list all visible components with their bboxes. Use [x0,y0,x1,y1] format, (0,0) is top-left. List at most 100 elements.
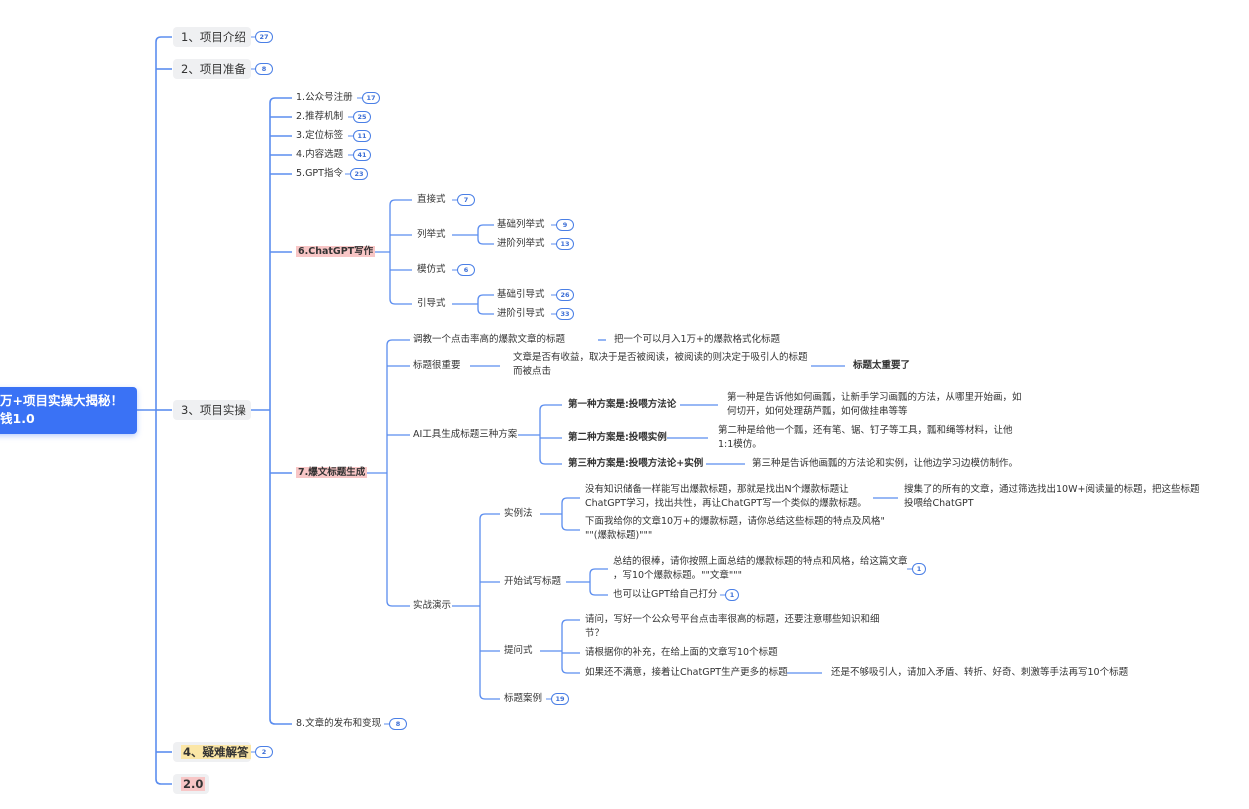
node-trial[interactable]: 开始试写标题 [504,576,562,587]
node-gpt-prompt[interactable]: 5.GPT指令 [296,168,343,179]
node-list[interactable]: 列举式 [417,229,446,240]
root-title-line1: 万+项目实操大揭秘！ [0,393,123,408]
count-badge[interactable]: 8 [255,63,273,75]
root-title-line2: 钱1.0 [0,411,35,426]
text-line: 节？ [585,628,605,639]
node-publish[interactable]: 8.文章的发布和变现 [296,718,382,729]
node-chatgpt-writing[interactable]: 6.ChatGPT写作 [296,245,376,259]
text-line: ""(爆款标题)""" [585,530,653,541]
count-badge[interactable]: 27 [255,31,273,43]
text-line: 请问，写好一个公众号平台点击率很高的标题，还要注意哪些知识和细 [585,614,880,625]
node-train-title-child[interactable]: 把一个可以月入1万+的爆款格式化标题 [614,334,781,345]
node-basic-list[interactable]: 基础列举式 [497,219,545,230]
count-badge[interactable]: 2 [255,746,273,758]
node-trial-a[interactable]: 总结的很棒，请你按照上面总结的爆款标题的特点和风格，给这篇文章 ，写10个爆款标题… [613,555,908,583]
text-line: 1:1模仿。 [718,439,762,450]
count-badge[interactable]: 25 [353,111,371,123]
connector [539,404,562,435]
node-ask-c[interactable]: 如果还不满意，接着让ChatGPT生产更多的标题 [585,667,788,678]
node-topics[interactable]: 4.内容选题 [296,149,344,160]
connector [155,36,172,410]
node-label: 2.0 [181,777,206,791]
text-line: 搜集了的所有的文章，通过筛选找出10W+阅读量的标题，把这些标题 [904,484,1200,495]
connector [386,339,410,473]
node-trial-b[interactable]: 也可以让GPT给自己打分 [613,589,718,600]
node-title-cases[interactable]: 标题案例 [504,693,543,704]
node-title-important[interactable]: 标题很重要 [413,360,461,371]
node-ask[interactable]: 提问式 [504,645,533,656]
node-label: 3、项目实操 [181,403,246,417]
node-imitate[interactable]: 模仿式 [417,264,446,275]
count-badge[interactable]: 6 [457,264,475,276]
node-plan-3-detail[interactable]: 第三种是告诉他画瓢的方法论和实例，让他边学习边模仿制作。 [752,458,1019,469]
node-positioning[interactable]: 3.定位标签 [296,130,344,141]
node-direct[interactable]: 直接式 [417,194,446,205]
count-badge[interactable]: 26 [556,289,574,301]
node-advanced-list[interactable]: 进阶列举式 [497,238,545,249]
text-line: 下面我给你的文章10万+的爆款标题，请你总结这些标题的特点及风格" [585,516,885,527]
connector [561,651,580,674]
node-recommend[interactable]: 2.推荐机制 [296,111,344,122]
count-badge[interactable]: 8 [389,718,407,730]
node-title-important-child[interactable]: 文章是否有收益，取决于是否被阅读，被阅读的则决定于吸引人的标题 而被点击 [513,351,808,379]
node-project-intro[interactable]: 1、项目介绍 [173,27,251,47]
node-advanced-guide[interactable]: 进阶引导式 [497,308,545,319]
count-badge[interactable]: 13 [556,238,574,250]
node-ask-a[interactable]: 请问，写好一个公众号平台点击率很高的标题，还要注意哪些知识和细 节？ [585,613,880,641]
count-badge[interactable]: 1 [725,589,739,601]
count-badge[interactable]: 9 [556,219,574,231]
node-example-b[interactable]: 下面我给你的文章10万+的爆款标题，请你总结这些标题的特点及风格" ""(爆款标题… [585,515,885,543]
text-line: ChatGPT学习，找出共性，再让ChatGPT写一个类似的爆款标题。 [585,498,867,509]
node-2-0[interactable]: 2.0 [173,774,209,794]
text-line: ，写10个爆款标题。""文章""" [613,570,742,581]
node-plan-1[interactable]: 第一种方案是:投喂方法论 [568,399,677,410]
connector [477,235,494,245]
connector [477,294,494,304]
connector [539,435,562,465]
connector [269,410,292,725]
node-label: 7.爆文标题生成 [296,467,368,478]
text-line: 第一种是告诉他如何画瓢，让新手学习画瓢的方法，从哪里开始画，如 [727,392,1022,403]
node-example-a[interactable]: 没有知识储备一样能写出爆款标题，那就是找出N个爆款标题让 ChatGPT学习，找出… [585,483,867,511]
node-example-a-child[interactable]: 搜集了的所有的文章，通过筛选找出10W+阅读量的标题，把这些标题 投喂给ChatG… [904,483,1199,511]
node-plan-2-detail[interactable]: 第二种是给他一个瓢，还有笔、锯、钉子等工具，瓢和绳等材料，让他 1:1模仿。 [718,424,1013,452]
count-badge[interactable]: 41 [353,149,371,161]
node-train-title[interactable]: 调教一个点击率高的爆款文章的标题 [413,334,566,345]
count-badge[interactable]: 23 [350,168,368,180]
count-badge[interactable]: 11 [353,130,371,142]
count-badge[interactable]: 1 [912,563,926,575]
node-ask-c-child[interactable]: 还是不够吸引人，请加入矛盾、转折、好奇、刺激等手法再写10个标题 [831,667,1129,678]
node-basic-guide[interactable]: 基础引导式 [497,289,545,300]
count-badge[interactable]: 19 [551,693,569,705]
count-badge[interactable]: 17 [362,92,380,104]
connector [386,473,410,607]
count-badge[interactable]: 33 [556,308,574,320]
text-line: 第二种是给他一个瓢，还有笔、锯、钉子等工具，瓢和绳等材料，让他 [718,425,1013,436]
node-ai-three-plans[interactable]: AI工具生成标题三种方案 [413,429,518,440]
node-project-prep[interactable]: 2、项目准备 [173,59,251,79]
node-project-practice[interactable]: 3、项目实操 [173,400,251,420]
connector [561,497,580,514]
text-line: 何切开，如何处理葫芦瓢，如何做挂串等等 [727,406,908,417]
node-qa[interactable]: 4、疑难解答 [173,742,251,762]
node-example-method[interactable]: 实例法 [504,508,533,519]
node-demo[interactable]: 实战演示 [413,600,452,611]
node-title-very-important[interactable]: 标题太重要了 [853,360,911,371]
connector [589,568,608,582]
text-line: 没有知识储备一样能写出爆款标题，那就是找出N个爆款标题让 [585,484,849,495]
node-plan-2[interactable]: 第二种方案是:投喂实例 [568,432,667,443]
node-account-register[interactable]: 1.公众号注册 [296,92,353,103]
root-node[interactable]: 万+项目实操大揭秘！ 钱1.0 [0,387,137,434]
connector [477,304,494,315]
node-plan-1-detail[interactable]: 第一种是告诉他如何画瓢，让新手学习画瓢的方法，从哪里开始画，如 何切开，如何处理葫… [727,391,1022,419]
node-title-generation[interactable]: 7.爆文标题生成 [296,466,368,480]
node-guide[interactable]: 引导式 [417,298,446,309]
text-line: 总结的很棒，请你按照上面总结的爆款标题的特点和风格，给这篇文章 [613,556,908,567]
node-ask-b[interactable]: 请根据你的补充，在给上面的文章写10个标题 [585,647,778,658]
count-badge[interactable]: 7 [457,194,475,206]
connector [389,252,412,305]
connector [477,224,494,235]
node-plan-3[interactable]: 第三种方案是:投喂方法论+实例 [568,458,704,469]
node-label: 1、项目介绍 [181,30,246,44]
